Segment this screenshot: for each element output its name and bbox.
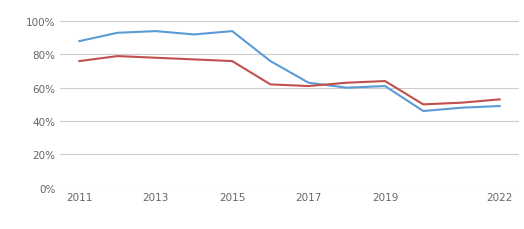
(OH) State Average <box>191 59 197 62</box>
Mayfield High School <box>76 41 82 43</box>
Mayfield High School <box>420 110 427 113</box>
(OH) State Average <box>267 84 274 86</box>
Mayfield High School <box>229 31 235 33</box>
Mayfield High School <box>458 107 465 110</box>
(OH) State Average <box>305 85 312 88</box>
Mayfield High School <box>152 31 159 33</box>
Mayfield High School <box>497 105 503 108</box>
Line: (OH) State Average: (OH) State Average <box>79 57 500 105</box>
Mayfield High School <box>382 85 388 88</box>
Mayfield High School <box>344 87 350 90</box>
(OH) State Average <box>229 60 235 63</box>
(OH) State Average <box>76 60 82 63</box>
(OH) State Average <box>152 57 159 60</box>
Line: Mayfield High School: Mayfield High School <box>79 32 500 112</box>
(OH) State Average <box>114 55 121 58</box>
(OH) State Average <box>497 98 503 101</box>
Mayfield High School <box>305 82 312 85</box>
(OH) State Average <box>382 80 388 83</box>
(OH) State Average <box>420 104 427 106</box>
(OH) State Average <box>344 82 350 85</box>
Mayfield High School <box>114 32 121 35</box>
Mayfield High School <box>191 34 197 37</box>
Mayfield High School <box>267 60 274 63</box>
(OH) State Average <box>458 102 465 105</box>
